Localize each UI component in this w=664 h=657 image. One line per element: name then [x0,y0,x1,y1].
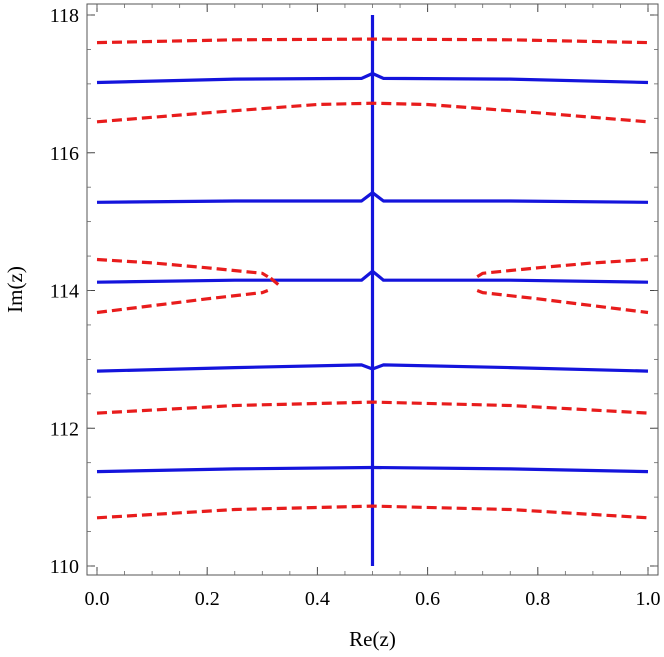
red-dashed-curve-14 [96,37,649,45]
red-dashed-curve-8 [96,289,269,315]
y-tick-label: 112 [50,418,79,440]
y-tick-label: 116 [50,143,79,165]
y-tick-label: 118 [50,5,79,27]
x-tick-label: 0.8 [525,588,550,610]
red-dashed-curve-6 [96,504,649,520]
red-dashed-curve-13 [96,101,649,124]
red-dashed-curve-12 [476,257,649,279]
y-tick-label: 114 [50,281,79,303]
red-dashed-curve-10 [269,276,280,287]
x-tick-label: 0.4 [305,588,330,610]
red-dashed-curve-9 [96,257,269,279]
x-tick-label: 1.0 [636,588,661,610]
y-axis-label: Im(z) [3,266,27,313]
series-group [96,15,649,566]
red-dashed-curve-7 [96,400,649,415]
x-tick-label: 0.2 [195,588,220,610]
ticks-group: 0.0 0.2 0.4 0.6 0.8 1.0 110 112 114 116 118 [50,4,661,610]
y-tick-label: 110 [50,556,79,578]
x-tick-label: 0.0 [85,588,110,610]
x-axis-label: Re(z) [349,627,396,651]
red-dashed-curve-11 [476,289,649,315]
x-tick-label: 0.6 [415,588,440,610]
